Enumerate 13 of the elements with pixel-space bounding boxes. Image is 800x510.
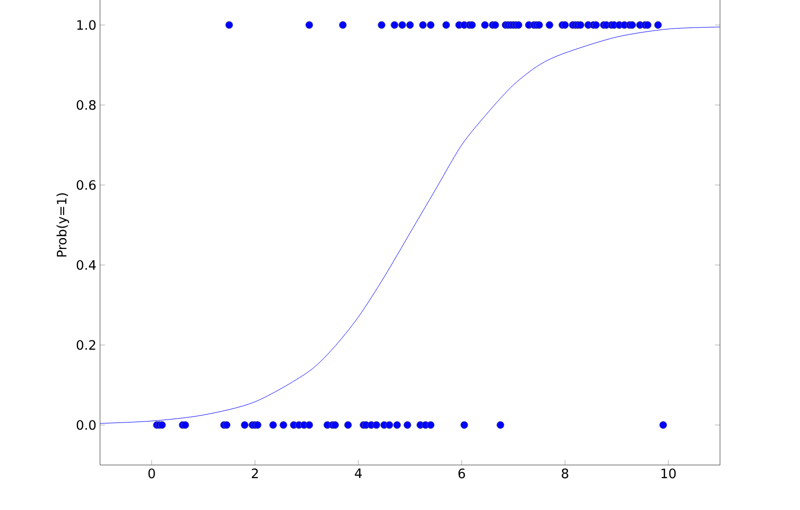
x-tick-label: 2 <box>252 468 258 478</box>
x-tick-label: 6 <box>458 468 465 478</box>
y-tick-label: 0.2 <box>76 340 96 350</box>
x-tick-label: 0 <box>148 468 155 478</box>
y-tick-label: 0.0 <box>76 420 96 430</box>
x-tick-label: 4 <box>354 468 362 478</box>
y-tick-label: 0.6 <box>76 180 96 190</box>
y-tick-label: 0.4 <box>76 260 96 270</box>
x-tick-label: 10 <box>662 468 676 478</box>
y-axis-title: Prob(y=1) <box>56 193 70 257</box>
y-tick-label: 1.0 <box>77 20 96 30</box>
x-tick-label: 8 <box>562 468 568 478</box>
y-tick-label: 0.8 <box>76 100 96 110</box>
